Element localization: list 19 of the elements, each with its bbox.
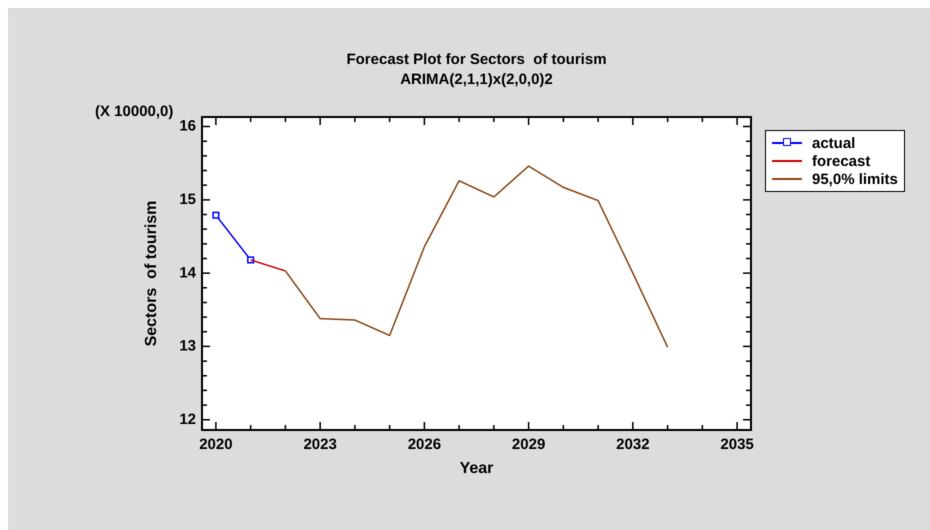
y-tick-label: 16 xyxy=(179,118,196,135)
text: (X 10000,0) xyxy=(95,103,174,120)
y-tick-label: 12 xyxy=(179,410,196,428)
x-tick-label: 2023 xyxy=(303,436,337,454)
chart-subtitle: ARIMA(2,1,1)x(2,0,0)2 xyxy=(400,71,553,88)
y-tick-label: 14 xyxy=(179,264,197,282)
x-tick-label: 2032 xyxy=(616,436,650,454)
x-tick-label: 2035 xyxy=(720,436,754,454)
x-tick-label: 2026 xyxy=(408,436,442,454)
y-tick-label: 15 xyxy=(179,190,196,208)
legend-label: actual xyxy=(812,134,856,152)
legend-label: 95,0% limits xyxy=(812,170,898,188)
chart-title: Forecast Plot for Sectors of tourism xyxy=(346,51,607,68)
x-axis-title: Year xyxy=(460,460,494,477)
y-axis-title: Sectors of tourism xyxy=(143,200,160,346)
x-tick-label: 2029 xyxy=(512,436,546,454)
y-tick-label: 13 xyxy=(179,338,196,355)
x-tick-label: 2020 xyxy=(199,436,233,454)
legend-label: forecast xyxy=(812,152,870,170)
